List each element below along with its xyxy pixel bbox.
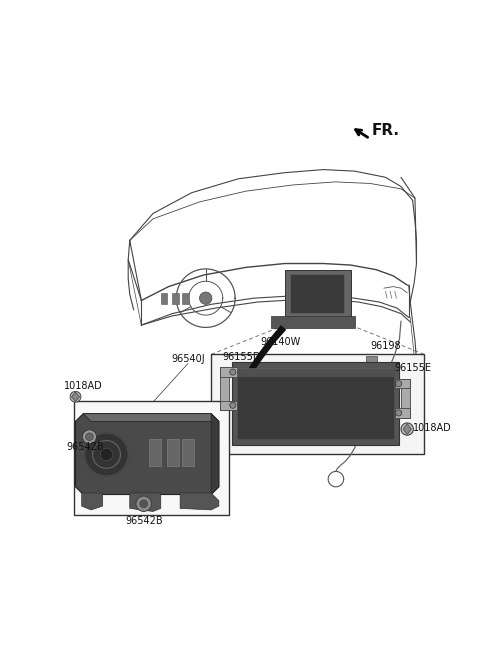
- Bar: [290, 274, 345, 313]
- Bar: [232, 362, 399, 445]
- Polygon shape: [85, 433, 128, 476]
- Bar: [237, 368, 394, 439]
- Polygon shape: [75, 414, 219, 495]
- Text: 96540J: 96540J: [171, 354, 204, 363]
- Bar: [285, 270, 350, 318]
- Circle shape: [83, 430, 96, 443]
- Bar: [74, 401, 229, 514]
- Text: 96198: 96198: [370, 340, 401, 350]
- Circle shape: [100, 448, 113, 461]
- Polygon shape: [130, 493, 161, 512]
- Circle shape: [200, 292, 212, 304]
- Text: 96155D: 96155D: [223, 352, 261, 362]
- Polygon shape: [72, 392, 79, 401]
- Bar: [220, 367, 229, 410]
- Circle shape: [140, 500, 147, 508]
- Circle shape: [70, 392, 81, 402]
- Bar: [167, 439, 179, 466]
- Polygon shape: [180, 493, 219, 510]
- Text: 96542B: 96542B: [125, 516, 163, 526]
- Text: 96140W: 96140W: [260, 337, 300, 346]
- Circle shape: [136, 496, 152, 512]
- Bar: [182, 293, 189, 304]
- Text: 96542B: 96542B: [66, 441, 104, 452]
- Bar: [220, 401, 237, 410]
- Bar: [366, 356, 377, 371]
- Bar: [237, 368, 394, 377]
- Text: 1018AD: 1018AD: [413, 422, 451, 432]
- Circle shape: [230, 369, 236, 375]
- Bar: [220, 367, 237, 377]
- Bar: [161, 293, 167, 304]
- Bar: [172, 293, 179, 304]
- Circle shape: [230, 402, 236, 408]
- Polygon shape: [83, 414, 219, 421]
- Bar: [401, 379, 410, 417]
- Circle shape: [396, 380, 402, 387]
- Bar: [395, 379, 410, 388]
- Text: FR.: FR.: [372, 123, 399, 138]
- Polygon shape: [211, 414, 219, 495]
- Polygon shape: [403, 424, 411, 434]
- Bar: [271, 316, 355, 328]
- Polygon shape: [248, 325, 286, 374]
- Text: 96155E: 96155E: [395, 363, 432, 373]
- Bar: [182, 439, 194, 466]
- Bar: [149, 439, 161, 466]
- Circle shape: [396, 410, 402, 416]
- Circle shape: [401, 423, 413, 435]
- Circle shape: [85, 433, 93, 441]
- Bar: [211, 354, 424, 455]
- Polygon shape: [82, 493, 103, 510]
- Text: 1018AD: 1018AD: [64, 380, 103, 390]
- Bar: [395, 408, 410, 417]
